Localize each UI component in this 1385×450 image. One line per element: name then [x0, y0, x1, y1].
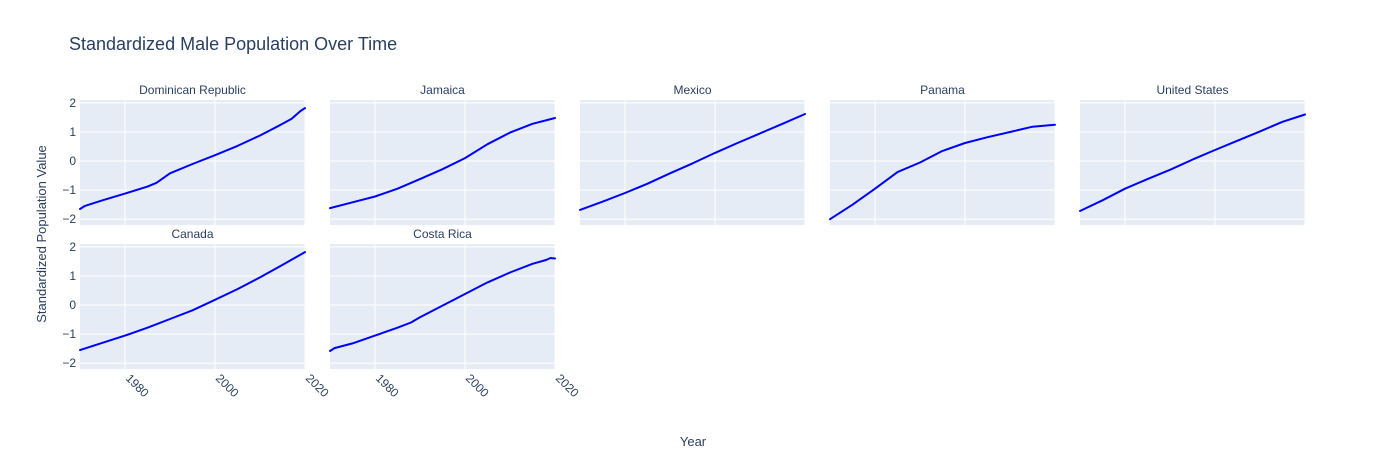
x-tick-label: 2020: [553, 371, 582, 400]
series-line: [579, 113, 806, 211]
facet-title: Jamaica: [420, 83, 465, 97]
series-line: [329, 117, 556, 210]
facet-title: Costa Rica: [413, 227, 472, 241]
panel-background: [1080, 100, 1305, 225]
y-tick-label: 1: [69, 125, 76, 139]
facet-panel: Jamaica: [329, 83, 556, 225]
y-tick-label: −2: [62, 212, 76, 226]
x-tick-label: 2020: [303, 371, 332, 400]
x-axis-label: Year: [680, 434, 707, 449]
y-tick-label: −1: [62, 327, 76, 341]
y-tick-label: −2: [62, 356, 76, 370]
chart-title: Standardized Male Population Over Time: [69, 34, 397, 54]
x-tick-label: 2000: [213, 371, 242, 400]
y-tick-label: −1: [62, 183, 76, 197]
x-tick-label: 2000: [463, 371, 492, 400]
facet-title: United States: [1156, 83, 1228, 97]
facet-title: Canada: [171, 227, 213, 241]
facet-title: Dominican Republic: [139, 83, 246, 97]
panel-background: [80, 244, 305, 369]
facet-title: Panama: [920, 83, 965, 97]
y-axis-label: Standardized Population Value: [34, 145, 49, 323]
x-tick-label: 1980: [123, 371, 152, 400]
series-line: [1079, 113, 1306, 212]
facet-panel: United States: [1079, 83, 1306, 225]
panel-background: [80, 100, 305, 225]
x-tick-label: 1980: [373, 371, 402, 400]
y-tick-label: 0: [69, 298, 76, 312]
facet-panel: Panama: [829, 83, 1056, 225]
panel-background: [830, 100, 1055, 225]
facet-panel: Canada −2 −1 0 1 2 1980 2000 2020: [62, 227, 332, 400]
y-tick-label: 2: [69, 240, 76, 254]
panel-background: [330, 100, 555, 225]
series-line: [79, 251, 306, 352]
facet-title: Mexico: [673, 83, 711, 97]
y-tick-label: 0: [69, 154, 76, 168]
facet-panel: Mexico: [579, 83, 806, 225]
facet-panel: Costa Rica 1980 2000 2020: [329, 227, 582, 400]
series-line: [829, 123, 1056, 221]
series-line: [79, 107, 306, 210]
series-line: [329, 257, 556, 352]
y-tick-label: 2: [69, 96, 76, 110]
facet-panel: Dominican Republic −2 −1 0 1 2: [62, 83, 306, 226]
facet-grid: Dominican Republic −2 −1 0 1 2 Jamaica Mexico Pa…: [62, 83, 1306, 400]
y-tick-label: 1: [69, 269, 76, 283]
